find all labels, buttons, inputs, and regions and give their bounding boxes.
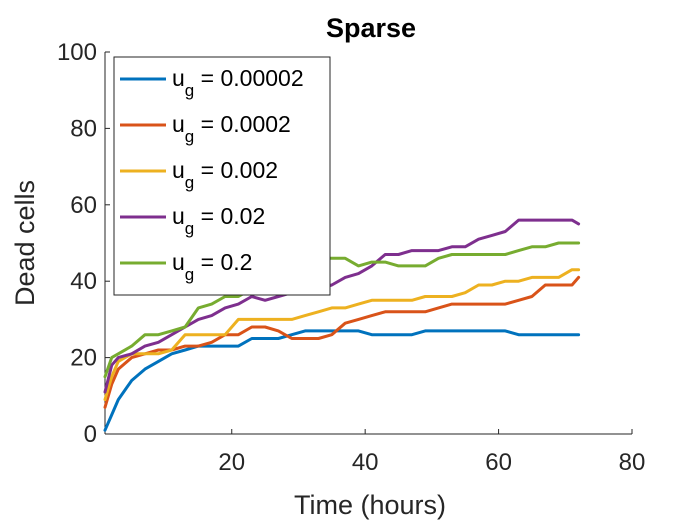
x-tick-label: 40 <box>352 449 379 476</box>
y-tick-label: 100 <box>57 39 97 66</box>
series-line-2 <box>103 268 581 402</box>
x-tick-label: 20 <box>218 449 245 476</box>
series-line-3 <box>103 218 581 394</box>
x-axis-label: Time (hours) <box>294 490 446 520</box>
x-tick-label: 60 <box>485 449 512 476</box>
legend-label-4: ug = 0.2 <box>172 249 252 284</box>
y-axis-label: Dead cells <box>10 180 40 306</box>
legend-box <box>113 56 331 296</box>
legend-label-2: ug = 0.002 <box>172 157 278 192</box>
legend: ug = 0.00002 ug = 0.0002 ug = 0.002 ug = 0.… <box>113 56 331 296</box>
y-tick-label: 60 <box>70 192 97 219</box>
x-tick-label: 80 <box>619 449 646 476</box>
series-line-4 <box>103 241 581 379</box>
legend-label-0: ug = 0.00002 <box>172 65 304 100</box>
y-tick-label: 80 <box>70 115 97 142</box>
chart-title: Sparse <box>326 13 416 43</box>
axes <box>104 52 632 435</box>
x-ticks: 20 40 60 80 <box>218 429 645 476</box>
y-ticks: 0 20 40 60 80 100 <box>57 39 110 448</box>
series-lines <box>103 218 581 432</box>
legend-label-1: ug = 0.0002 <box>172 111 291 146</box>
y-tick-label: 40 <box>70 268 97 295</box>
y-tick-label: 20 <box>70 345 97 372</box>
y-tick-label: 0 <box>84 421 97 448</box>
legend-label-3: ug = 0.02 <box>172 203 265 238</box>
